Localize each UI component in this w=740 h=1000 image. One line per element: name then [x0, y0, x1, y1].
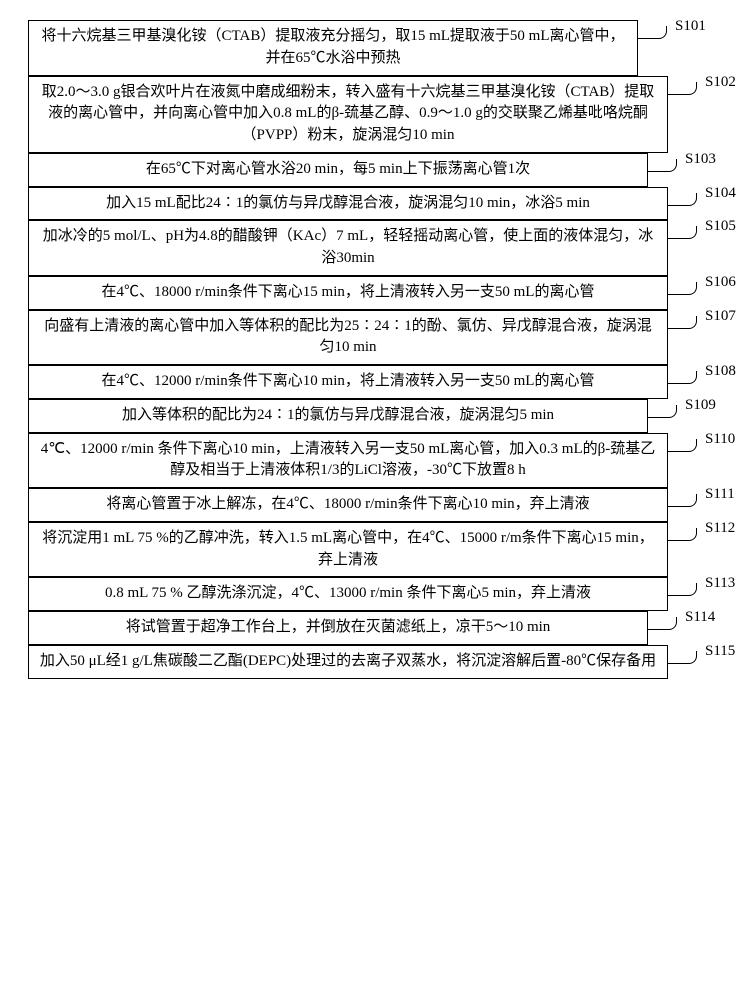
step-row: 4℃、12000 r/min 条件下离心10 min，上清液转入另一支50 mL… [10, 433, 730, 489]
label-connector [668, 193, 697, 206]
step-id-label: S115 [705, 643, 735, 660]
step-label-wrap: S112 [668, 522, 735, 541]
label-connector [668, 371, 697, 384]
step-id-label: S112 [705, 520, 735, 537]
step-label-wrap: S102 [668, 76, 736, 95]
step-label-wrap: S107 [668, 310, 736, 329]
step-row: 将离心管置于冰上解冻，在4℃、18000 r/min条件下离心10 min，弃上… [10, 488, 730, 522]
label-connector [668, 82, 697, 95]
step-box: 在4℃、18000 r/min条件下离心15 min，将上清液转入另一支50 m… [28, 276, 668, 310]
step-box: 在65℃下对离心管水浴20 min，每5 min上下振荡离心管1次 [28, 153, 648, 187]
step-id-label: S114 [685, 609, 715, 626]
step-box: 4℃、12000 r/min 条件下离心10 min，上清液转入另一支50 mL… [28, 433, 668, 489]
label-connector [668, 494, 697, 507]
step-box: 将沉淀用1 mL 75 %的乙醇冲洗，转入1.5 mL离心管中，在4℃、1500… [28, 522, 668, 578]
step-row: 向盛有上清液的离心管中加入等体积的配比为25∶24∶1的酚、氯仿、异戊醇混合液，… [10, 310, 730, 366]
step-id-label: S111 [705, 486, 735, 503]
step-label-wrap: S101 [638, 20, 706, 39]
step-id-label: S101 [675, 18, 706, 35]
step-id-label: S108 [705, 363, 736, 380]
label-connector [668, 528, 697, 541]
label-connector [668, 226, 697, 239]
step-row: 将沉淀用1 mL 75 %的乙醇冲洗，转入1.5 mL离心管中，在4℃、1500… [10, 522, 730, 578]
label-connector [648, 405, 677, 418]
step-box: 加冰冷的5 mol/L、pH为4.8的醋酸钾（KAc）7 mL，轻轻摇动离心管，… [28, 220, 668, 276]
step-id-label: S103 [685, 151, 716, 168]
step-row: 0.8 mL 75 % 乙醇洗涤沉淀，4℃、13000 r/min 条件下离心5… [10, 577, 730, 611]
step-box: 0.8 mL 75 % 乙醇洗涤沉淀，4℃、13000 r/min 条件下离心5… [28, 577, 668, 611]
step-label-wrap: S110 [668, 433, 735, 452]
step-row: 将试管置于超净工作台上，并倒放在灭菌滤纸上，凉干5～10 min S114 [10, 611, 730, 645]
step-id-label: S105 [705, 218, 736, 235]
step-row: 加入15 mL配比24∶1的氯仿与异戊醇混合液，旋涡混匀10 min，冰浴5 m… [10, 187, 730, 221]
label-connector [648, 159, 677, 172]
step-row: 在4℃、12000 r/min条件下离心10 min，将上清液转入另一支50 m… [10, 365, 730, 399]
step-row: 将十六烷基三甲基溴化铵（CTAB）提取液充分摇匀，取15 mL提取液于50 mL… [10, 20, 730, 76]
step-label-wrap: S108 [668, 365, 736, 384]
step-row: 加入50 μL经1 g/L焦碳酸二乙酯(DEPC)处理过的去离子双蒸水，将沉淀溶… [10, 645, 730, 679]
step-box: 取2.0～3.0 g银合欢叶片在液氮中磨成细粉末，转入盛有十六烷基三甲基溴化铵（… [28, 76, 668, 153]
label-connector [668, 651, 697, 664]
step-box: 将试管置于超净工作台上，并倒放在灭菌滤纸上，凉干5～10 min [28, 611, 648, 645]
label-connector [668, 583, 697, 596]
step-label-wrap: S103 [648, 153, 716, 172]
step-id-label: S107 [705, 308, 736, 325]
label-connector [668, 282, 697, 295]
step-label-wrap: S106 [668, 276, 736, 295]
label-connector [668, 439, 697, 452]
step-label-wrap: S111 [668, 488, 735, 507]
step-box: 加入50 μL经1 g/L焦碳酸二乙酯(DEPC)处理过的去离子双蒸水，将沉淀溶… [28, 645, 668, 679]
step-id-label: S102 [705, 74, 736, 91]
step-id-label: S113 [705, 575, 735, 592]
step-row: 取2.0～3.0 g银合欢叶片在液氮中磨成细粉末，转入盛有十六烷基三甲基溴化铵（… [10, 76, 730, 153]
step-id-label: S110 [705, 431, 735, 448]
step-box: 在4℃、12000 r/min条件下离心10 min，将上清液转入另一支50 m… [28, 365, 668, 399]
flowchart: 将十六烷基三甲基溴化铵（CTAB）提取液充分摇匀，取15 mL提取液于50 mL… [10, 20, 730, 679]
step-id-label: S106 [705, 274, 736, 291]
step-label-wrap: S109 [648, 399, 716, 418]
step-row: 在4℃、18000 r/min条件下离心15 min，将上清液转入另一支50 m… [10, 276, 730, 310]
step-row: 加冰冷的5 mol/L、pH为4.8的醋酸钾（KAc）7 mL，轻轻摇动离心管，… [10, 220, 730, 276]
step-label-wrap: S105 [668, 220, 736, 239]
step-box: 将十六烷基三甲基溴化铵（CTAB）提取液充分摇匀，取15 mL提取液于50 mL… [28, 20, 638, 76]
label-connector [668, 316, 697, 329]
step-box: 向盛有上清液的离心管中加入等体积的配比为25∶24∶1的酚、氯仿、异戊醇混合液，… [28, 310, 668, 366]
step-id-label: S104 [705, 185, 736, 202]
label-connector [638, 26, 667, 39]
step-id-label: S109 [685, 397, 716, 414]
step-label-wrap: S104 [668, 187, 736, 206]
step-box: 加入等体积的配比为24∶1的氯仿与异戊醇混合液，旋涡混匀5 min [28, 399, 648, 433]
step-label-wrap: S115 [668, 645, 735, 664]
step-label-wrap: S113 [668, 577, 735, 596]
step-row: 在65℃下对离心管水浴20 min，每5 min上下振荡离心管1次 S103 [10, 153, 730, 187]
step-box: 加入15 mL配比24∶1的氯仿与异戊醇混合液，旋涡混匀10 min，冰浴5 m… [28, 187, 668, 221]
label-connector [648, 617, 677, 630]
step-row: 加入等体积的配比为24∶1的氯仿与异戊醇混合液，旋涡混匀5 min S109 [10, 399, 730, 433]
step-label-wrap: S114 [648, 611, 715, 630]
step-box: 将离心管置于冰上解冻，在4℃、18000 r/min条件下离心10 min，弃上… [28, 488, 668, 522]
